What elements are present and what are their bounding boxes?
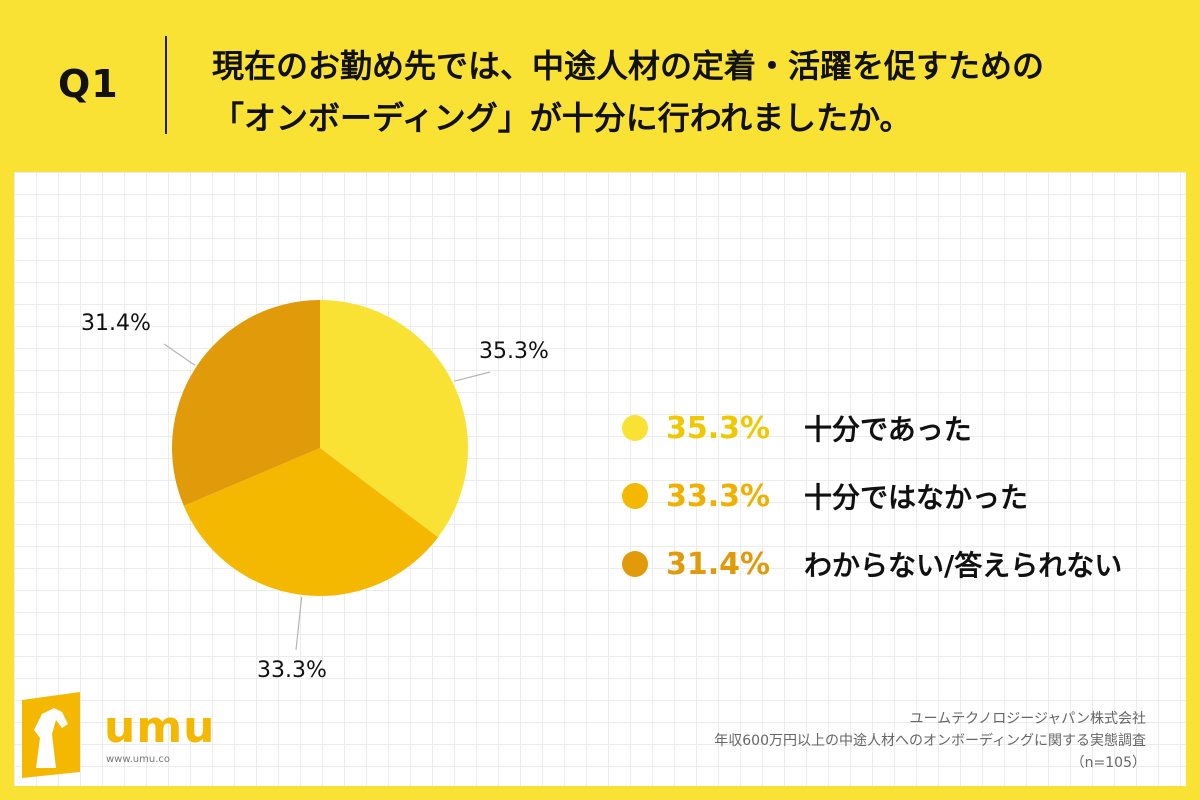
legend-item: 35.3% 十分であった [622,394,1122,462]
legend-label: 十分ではなかった [804,481,1029,514]
legend-item: 33.3% 十分ではなかった [622,462,1122,530]
legend-percent: 31.4% [666,546,771,582]
slice-value-label: 33.3% [257,658,327,683]
horse-logo-icon [22,692,80,778]
leader-line [295,596,303,651]
source-survey: 年収600万円以上の中途人材へのオンボーディングに関する実態調査 [714,733,1146,749]
legend-label: わからない/答えられない [804,549,1123,582]
pie-slice [183,448,439,596]
source-note: ユームテクノロジージャパン株式会社 年収600万円以上の中途人材へのオンボーディ… [714,708,1146,774]
source-sample: （n=105） [1070,755,1146,771]
legend-swatch [622,483,648,509]
chart-card: 35.3% 33.3% 31.4% 35.3% 十分であった 33.3% 十分ではな… [14,172,1186,786]
legend-percent: 35.3% [666,410,771,446]
header-divider [165,36,167,134]
umu-logo: umu www.umu.co [18,690,215,780]
legend-swatch [622,551,648,577]
logo-wordmark: umu [104,702,216,753]
pie-chart: 35.3% 33.3% 31.4% [81,300,549,683]
leader-line [163,343,196,366]
slice-value-label: 35.3% [479,339,549,364]
slice-value-label: 31.4% [81,311,151,336]
legend: 35.3% 十分であった 33.3% 十分ではなかった 31.4% わからない/… [622,394,1122,598]
header-banner: Q1 現在のお勤め先では、中途人材の定着・活躍を促すための 「オンボーディング」… [0,0,1200,170]
leader-line [454,371,491,382]
pie-slice [320,300,469,538]
question-line-2: 「オンボーディング」が十分に行われましたか。 [212,99,912,137]
question-id: Q1 [58,62,119,106]
pie-slice [171,300,320,506]
logo-url: www.umu.co [106,754,171,765]
legend-swatch [622,415,648,441]
question-line-1: 現在のお勤め先では、中途人材の定着・活躍を促すための [212,47,1045,85]
legend-item: 31.4% わからない/答えられない [622,530,1122,598]
legend-label: 十分であった [804,413,972,446]
source-company: ユームテクノロジージャパン株式会社 [909,711,1146,727]
question-text: 現在のお勤め先では、中途人材の定着・活躍を促すための 「オンボーディング」が十分… [212,40,1172,144]
legend-percent: 33.3% [666,478,771,514]
